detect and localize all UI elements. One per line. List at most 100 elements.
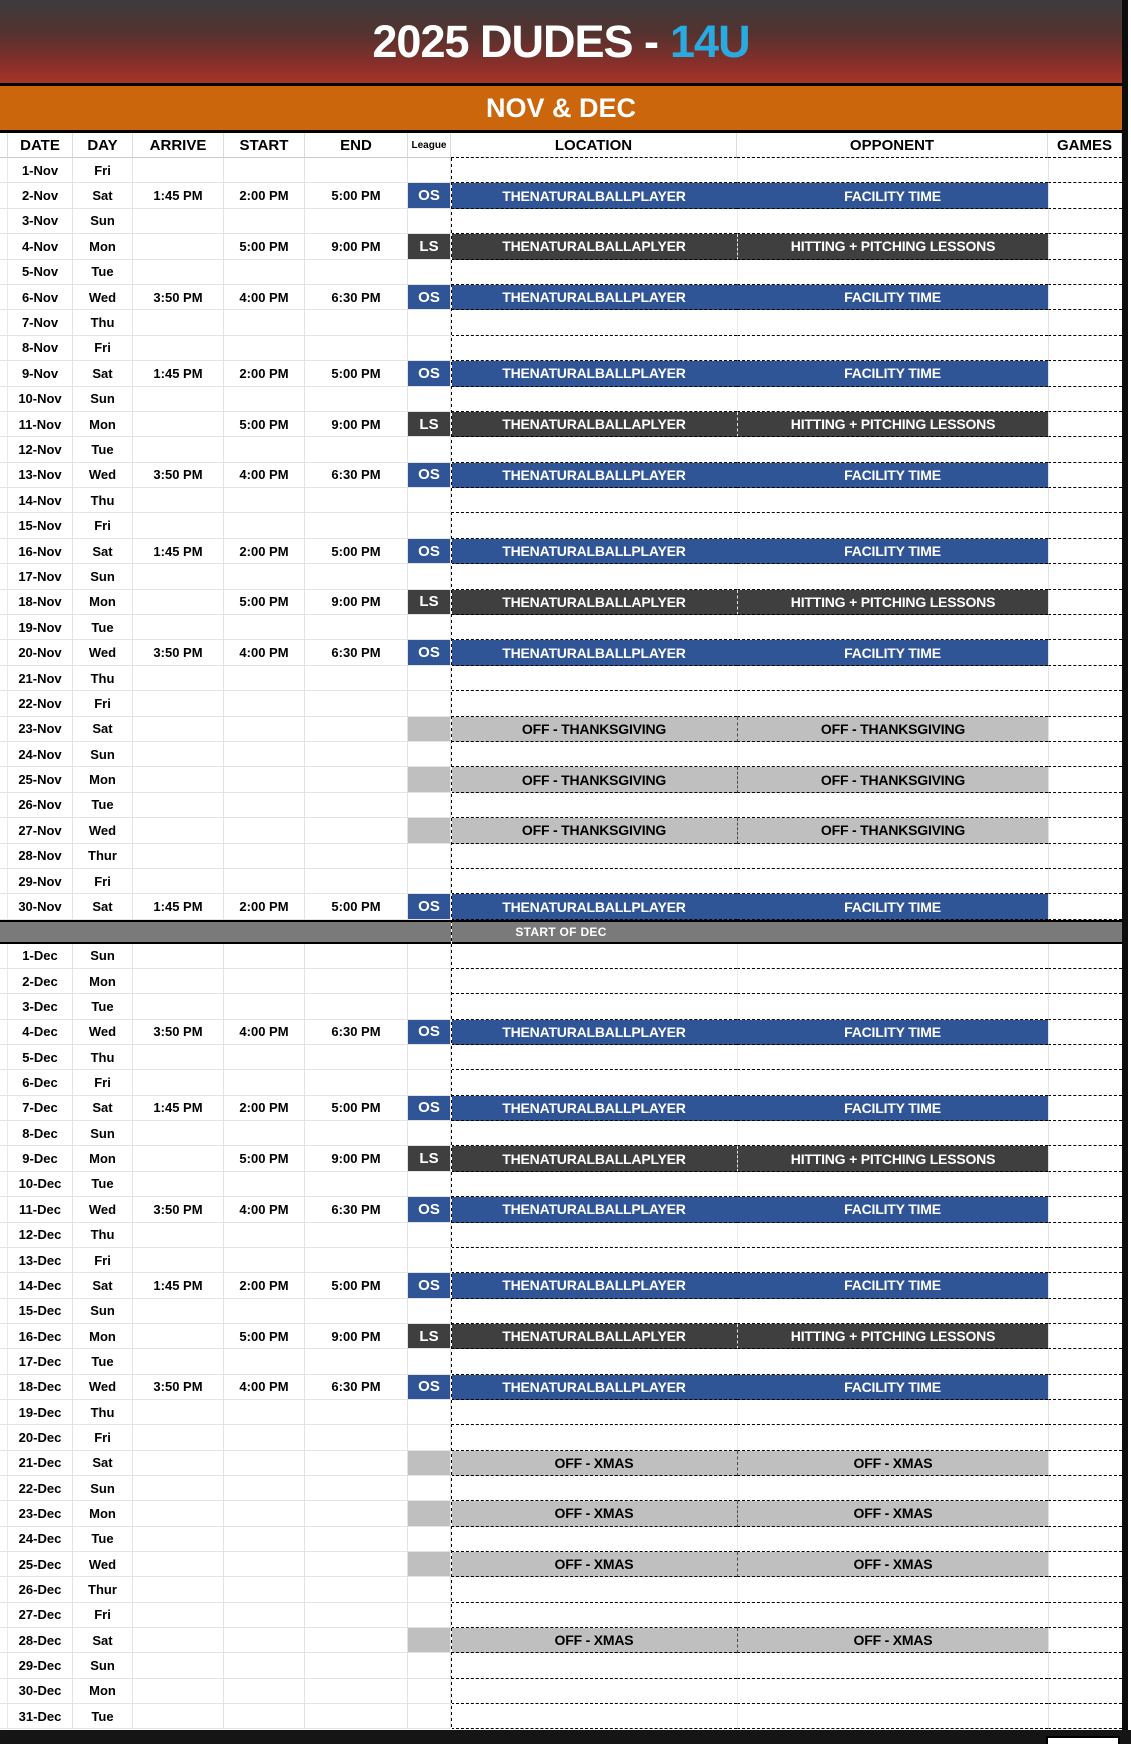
cell-end[interactable] [305,818,408,844]
cell-start[interactable]: 5:00 PM [224,1323,305,1350]
cell-games[interactable] [1048,943,1122,970]
cell-start[interactable] [224,868,305,895]
cell-day[interactable]: Mon [73,1501,133,1527]
cell-start[interactable]: 4:00 PM [224,1019,305,1046]
cell-start[interactable] [224,488,305,514]
cell-location[interactable] [451,1476,737,1502]
cell-opponent[interactable] [737,158,1048,184]
cell-start[interactable] [224,1425,305,1451]
cell-games[interactable] [1048,1653,1122,1679]
cell-arrive[interactable] [133,335,224,362]
cell-day[interactable]: Sat [73,894,133,920]
cell-league[interactable] [408,1450,451,1476]
cell-date[interactable]: 19-Nov [8,615,73,641]
cell-league[interactable] [408,1475,451,1502]
cell-day[interactable]: Sat [73,716,133,742]
cell-league[interactable] [408,488,451,514]
cell-arrive[interactable]: 1:45 PM [133,538,224,565]
cell-league[interactable] [408,615,451,641]
cell-start[interactable] [224,843,305,869]
cell-games[interactable] [1048,234,1122,260]
cell-opponent[interactable]: FACILITY TIME [737,1374,1048,1400]
cell-games[interactable] [1048,1577,1122,1603]
cell-league[interactable] [408,691,451,717]
cell-arrive[interactable] [133,1475,224,1502]
column-header-start[interactable]: START [224,133,305,158]
column-header-end[interactable]: END [305,133,408,158]
cell-start[interactable] [224,969,305,995]
cell-league[interactable]: OS [408,462,451,489]
cell-day[interactable]: Wed [73,1197,133,1223]
cell-start[interactable] [224,1653,305,1679]
cell-start[interactable] [224,1678,305,1705]
cell-opponent[interactable] [737,1475,1048,1502]
cell-location[interactable] [451,488,737,514]
cell-end[interactable] [305,1298,408,1324]
cell-league[interactable] [408,994,451,1020]
cell-games[interactable] [1048,437,1122,463]
cell-end[interactable] [305,994,408,1020]
cell-location[interactable] [451,1223,737,1248]
cell-end[interactable] [305,1628,408,1654]
cell-end[interactable] [305,1577,408,1603]
cell-start[interactable]: 2:00 PM [224,1095,305,1122]
cell-day[interactable]: Tue [73,1526,133,1552]
cell-day[interactable]: Sun [73,386,133,412]
cell-start[interactable] [224,208,305,235]
cell-date[interactable]: 26-Nov [8,792,73,819]
cell-opponent[interactable] [737,1247,1048,1274]
cell-opponent[interactable] [737,1526,1048,1552]
cell-day[interactable]: Tue [73,1171,133,1198]
cell-opponent[interactable] [737,943,1048,970]
cell-arrive[interactable] [133,1704,224,1730]
cell-games[interactable] [1048,1425,1122,1451]
cell-end[interactable] [305,1222,408,1248]
cell-arrive[interactable] [133,208,224,235]
cell-opponent[interactable] [737,1399,1048,1426]
cell-opponent[interactable] [737,994,1048,1020]
cell-league[interactable]: OS [408,284,451,311]
cell-location[interactable] [451,742,737,768]
cell-start[interactable] [224,665,305,692]
cell-location[interactable] [451,1121,737,1147]
cell-opponent[interactable] [737,1577,1048,1603]
cell-games[interactable] [1048,335,1122,362]
cell-date[interactable]: 8-Nov [8,335,73,362]
cell-end[interactable]: 6:30 PM [305,640,408,666]
cell-date[interactable]: 24-Dec [8,1526,73,1552]
cell-arrive[interactable] [133,868,224,895]
cell-location[interactable]: THENATURALBALLPLAYER [451,361,737,387]
cell-start[interactable] [224,386,305,412]
cell-opponent[interactable] [737,259,1048,285]
cell-day[interactable]: Fri [73,1425,133,1451]
cell-start[interactable] [224,1349,305,1375]
cell-arrive[interactable] [133,1247,224,1274]
cell-opponent[interactable] [737,1602,1048,1628]
cell-opponent[interactable]: FACILITY TIME [737,640,1048,666]
cell-games[interactable] [1048,843,1122,869]
cell-end[interactable] [305,1653,408,1679]
cell-games[interactable] [1048,1171,1122,1198]
cell-day[interactable]: Sun [73,208,133,235]
cell-league[interactable] [408,818,451,844]
cell-start[interactable] [224,716,305,742]
cell-day[interactable]: Thu [73,488,133,514]
cell-league[interactable] [408,335,451,362]
column-header-day[interactable]: DAY [73,133,133,158]
cell-league[interactable]: OS [408,538,451,565]
cell-arrive[interactable] [133,943,224,970]
cell-end[interactable]: 9:00 PM [305,234,408,260]
cell-end[interactable]: 6:30 PM [305,284,408,311]
cell-start[interactable] [224,1450,305,1476]
cell-end[interactable] [305,1045,408,1071]
cell-end[interactable]: 5:00 PM [305,361,408,387]
cell-games[interactable] [1048,969,1122,995]
cell-league[interactable]: LS [408,234,451,260]
cell-games[interactable] [1048,1602,1122,1628]
cell-day[interactable]: Thur [73,1577,133,1603]
cell-location[interactable] [451,1045,737,1071]
cell-arrive[interactable] [133,386,224,412]
cell-date[interactable]: 1-Dec [8,943,73,970]
cell-day[interactable]: Mon [73,234,133,260]
cell-league[interactable] [408,1577,451,1603]
